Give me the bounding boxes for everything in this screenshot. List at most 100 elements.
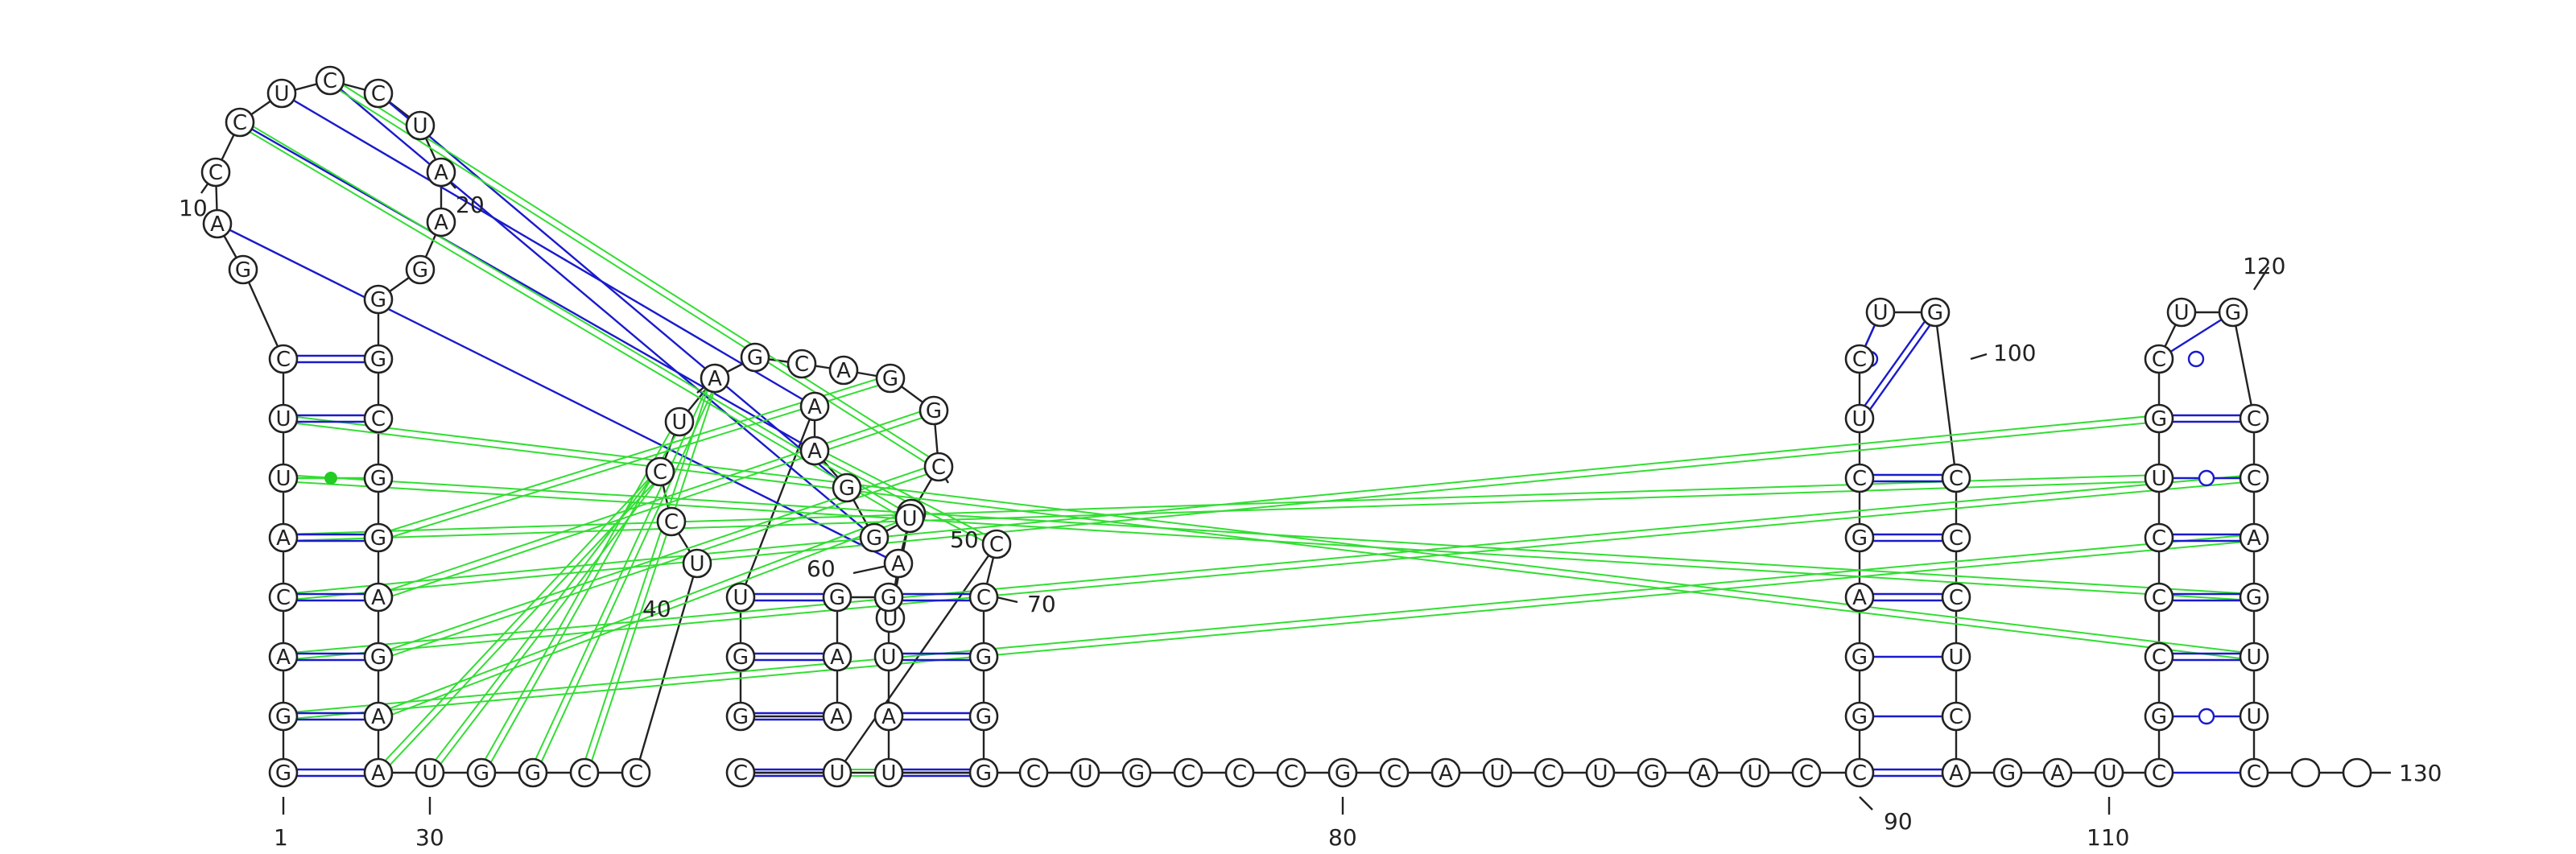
nucleotide: G: [968, 642, 999, 672]
nucleotide-letter: A: [1852, 586, 1867, 610]
nucleotide-circle: [1070, 757, 1100, 788]
nucleotide-letter: U: [275, 407, 291, 431]
nucleotide: G: [832, 472, 862, 503]
nucleotide-circle: [268, 463, 299, 493]
nucleotide-circle: [1637, 757, 1667, 788]
long-range-line: [586, 378, 719, 774]
nucleotide-circle: [268, 582, 299, 613]
nucleotide: C: [363, 403, 394, 434]
position-label: 10: [179, 195, 208, 221]
nucleotide-circle: [2144, 582, 2174, 613]
nucleotide: G: [466, 757, 497, 788]
nucleotide-circle: [1018, 757, 1049, 788]
nucleotide: G: [822, 582, 852, 613]
long-range-line: [283, 534, 2254, 715]
nucleotide: A: [828, 355, 859, 386]
nucleotide-circle: [822, 642, 852, 672]
nucleotide-circle: [2094, 757, 2124, 788]
nucleotide-letter: A: [807, 439, 822, 464]
nucleotide-letter: U: [881, 761, 896, 786]
nucleotide-circle: [832, 472, 862, 503]
nucleotide: A: [873, 701, 904, 732]
long-range-line: [237, 124, 909, 522]
long-range-line: [377, 510, 910, 715]
nucleotide-letter: C: [1949, 586, 1963, 610]
nucleotide: A: [363, 582, 394, 613]
nucleotide-letter: G: [747, 346, 763, 370]
nucleotide: U: [268, 403, 299, 434]
nucleotide: U: [1941, 642, 1971, 672]
nucleotide-letter: A: [434, 211, 448, 235]
nucleotide-letter: A: [807, 395, 822, 419]
nucleotide-letter: G: [370, 526, 386, 551]
nucleotide: G: [2218, 297, 2248, 328]
nucleotide-circle: [2144, 642, 2174, 672]
nucleotide-letter: G: [525, 761, 541, 786]
nucleotide-letter: G: [473, 761, 489, 786]
position-label: 50: [950, 526, 979, 553]
nucleotide: C: [315, 65, 345, 96]
nucleotide-letter: G: [235, 258, 251, 283]
nucleotide-circle: [2042, 757, 2073, 788]
nucleotide-letter: A: [1696, 761, 1711, 786]
nucleotide: G: [968, 701, 999, 732]
nucleotide-letter: C: [1284, 761, 1298, 786]
position-label: 90: [1884, 808, 1913, 835]
nucleotide: C: [2239, 463, 2269, 493]
nucleotide: C: [2144, 522, 2174, 553]
nucleotide-circle: [1844, 582, 1875, 613]
long-range-line: [427, 468, 658, 772]
nucleotide-circle: [968, 642, 999, 672]
nucleotide-letter: G: [866, 526, 882, 551]
nucleotide-letter: G: [829, 586, 845, 610]
nucleotide-circle: [405, 110, 436, 141]
nucleotide: G: [228, 254, 258, 285]
nucleotide-letter: G: [839, 477, 855, 501]
nucleotide: G: [2144, 403, 2174, 434]
nucleotide-circle: [1534, 757, 1564, 788]
nucleotide-letter: C: [989, 533, 1004, 557]
nucleotide-circle: [518, 757, 548, 788]
nucleotide: U: [266, 78, 297, 109]
nucleotide-letter: U: [2174, 301, 2189, 325]
long-range-line: [283, 415, 2159, 596]
nucleotide-circle: [645, 456, 675, 487]
nucleotide-circle: [2239, 757, 2269, 788]
nucleotide-circle: [968, 701, 999, 732]
nucleotide-letter: C: [371, 407, 386, 431]
position-label: 80: [1328, 824, 1357, 851]
nucleotide: G: [363, 344, 394, 374]
nucleotide-letter: C: [733, 761, 748, 786]
nucleotide: G: [725, 701, 756, 732]
gu-pair-marker: [2198, 469, 2215, 487]
nucleotide-letter: G: [881, 586, 897, 610]
nucleotide-letter: G: [1852, 705, 1868, 729]
nucleotide-circle: [883, 548, 914, 579]
nucleotide-circle: [2239, 701, 2269, 732]
nucleotide-letter: G: [1852, 646, 1868, 670]
nucleotide: A: [202, 208, 233, 239]
backbone-segment: [634, 563, 699, 774]
nucleotide-circle: [1276, 757, 1307, 788]
nucleotide-letter: U: [1747, 761, 1762, 786]
nucleotide-circle: [466, 757, 497, 788]
nucleotide: A: [700, 363, 730, 394]
nucleotide-letter: C: [577, 761, 592, 786]
nucleotide-circle: [923, 452, 954, 482]
nucleotide-letter: C: [208, 161, 223, 185]
position-label: 100: [1993, 340, 2036, 366]
nucleotide: U: [2239, 642, 2269, 672]
nucleotide: A: [799, 435, 830, 466]
nucleotide: A: [1688, 757, 1719, 788]
nucleotide: C: [569, 757, 600, 788]
long-range-line: [241, 118, 912, 517]
nucleotide: C: [2144, 582, 2174, 613]
nucleotide: U: [1740, 757, 1770, 788]
long-range-line: [535, 379, 719, 775]
nucleotide-letter: G: [1927, 301, 1943, 325]
position-label: 60: [807, 555, 836, 582]
noncanonical-pair-marker: [324, 472, 337, 485]
nucleotide: A: [268, 642, 299, 672]
nucleotide: G: [859, 522, 890, 553]
long-range-line: [375, 468, 658, 771]
